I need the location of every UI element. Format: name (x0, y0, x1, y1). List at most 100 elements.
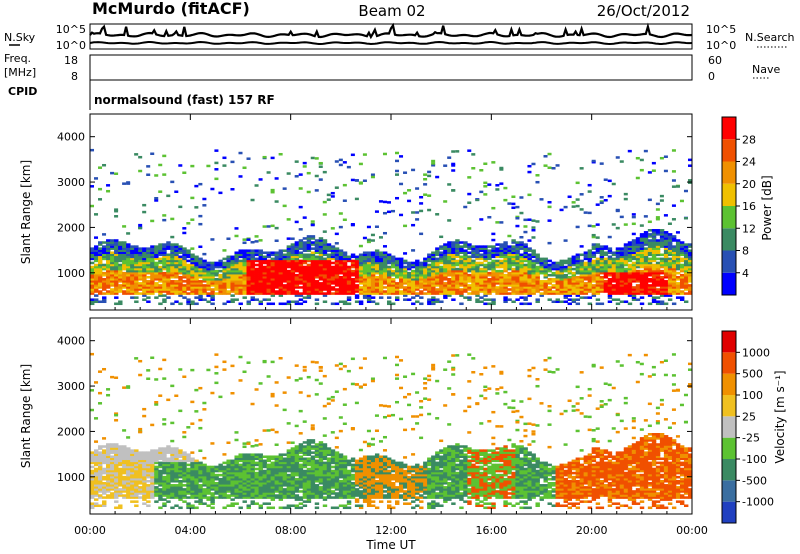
power-cell (270, 224, 275, 228)
power-cell (322, 259, 328, 263)
power-cell (671, 259, 677, 263)
power-cell (423, 278, 428, 281)
power-cell (471, 280, 476, 283)
velocity-cell (206, 465, 211, 469)
power-cell (210, 278, 215, 281)
power-cell (90, 269, 95, 273)
velocity-cell (106, 443, 111, 446)
velocity-cell (198, 386, 203, 390)
velocity-cell (150, 453, 155, 456)
power-cell (382, 257, 388, 261)
velocity-cell (146, 479, 151, 483)
power-cell (338, 163, 343, 167)
colorbar-tick-label: 4 (742, 267, 749, 280)
power-cell (483, 284, 488, 287)
power-cell (174, 261, 179, 265)
power-cell (599, 196, 604, 199)
power-cell (166, 263, 171, 267)
power-cell (182, 227, 187, 230)
velocity-cell (166, 496, 171, 499)
power-cell (182, 269, 187, 273)
power-cell (663, 247, 669, 250)
velocity-cell (138, 373, 143, 377)
power-cell (330, 195, 335, 198)
power-cell (206, 280, 211, 283)
velocity-cell (230, 482, 235, 485)
power-cell (487, 251, 492, 255)
power-cell (587, 278, 593, 281)
power-cell (318, 253, 324, 257)
power-cell (366, 240, 371, 244)
velocity-cell (90, 469, 95, 473)
power-cell (667, 239, 673, 242)
power-cell (411, 265, 416, 269)
power-cell (647, 290, 653, 293)
power-cell (667, 261, 673, 265)
velocity-cell (106, 393, 111, 397)
power-cell (102, 273, 107, 277)
power-cell (130, 284, 135, 287)
power-cell (507, 261, 512, 265)
power-cell (158, 261, 163, 265)
power-cell (206, 284, 211, 287)
power-cell (282, 267, 288, 271)
power-cell (679, 253, 685, 257)
power-cell (579, 259, 585, 263)
power-cell (639, 158, 644, 162)
power-cell (322, 245, 328, 248)
power-cell (178, 269, 183, 273)
power-cell (146, 251, 151, 255)
power-cell (403, 171, 408, 174)
power-cell (98, 255, 103, 259)
power-cell (667, 237, 673, 240)
power-cell (170, 267, 175, 271)
power-cell (431, 302, 436, 306)
power-cell (683, 269, 689, 273)
power-cell (334, 288, 340, 291)
velocity-cell (254, 482, 259, 485)
power-cell (575, 284, 581, 287)
power-cell (266, 267, 271, 271)
power-cell (310, 292, 316, 295)
power-cell (647, 259, 653, 263)
power-cell (647, 265, 653, 269)
power-cell (535, 269, 540, 273)
power-cell (455, 251, 460, 255)
power-cell (623, 284, 629, 287)
power-cell (627, 275, 633, 279)
power-cell (130, 249, 135, 252)
power-cell (399, 271, 404, 275)
power-cell (170, 247, 175, 250)
velocity-cell (174, 455, 179, 459)
velocity-cell (182, 477, 187, 481)
power-cell (166, 275, 171, 279)
power-cell (178, 259, 183, 263)
power-cell (651, 235, 657, 238)
power-cell (519, 286, 524, 289)
power-cell (687, 249, 693, 252)
power-cell (475, 265, 480, 269)
velocity-cell (106, 475, 111, 479)
power-cell (651, 245, 657, 248)
power-cell (507, 259, 512, 263)
power-cell (675, 255, 681, 259)
power-cell (154, 271, 159, 275)
power-cell (647, 286, 653, 289)
power-cell (154, 251, 159, 255)
power-cell (286, 245, 292, 248)
power-cell (378, 280, 384, 283)
power-cell (559, 282, 564, 285)
velocity-cell (110, 465, 115, 469)
power-cell (262, 261, 267, 265)
velocity-cell (186, 467, 191, 471)
power-cell (447, 261, 452, 265)
power-cell (262, 255, 267, 259)
power-cell (174, 269, 179, 273)
velocity-cell (102, 496, 107, 499)
power-cell (599, 247, 605, 250)
power-cell (607, 288, 613, 291)
power-cell (651, 241, 657, 244)
power-cell (254, 259, 259, 263)
power-cell (671, 257, 677, 261)
velocity-cell (114, 484, 119, 487)
